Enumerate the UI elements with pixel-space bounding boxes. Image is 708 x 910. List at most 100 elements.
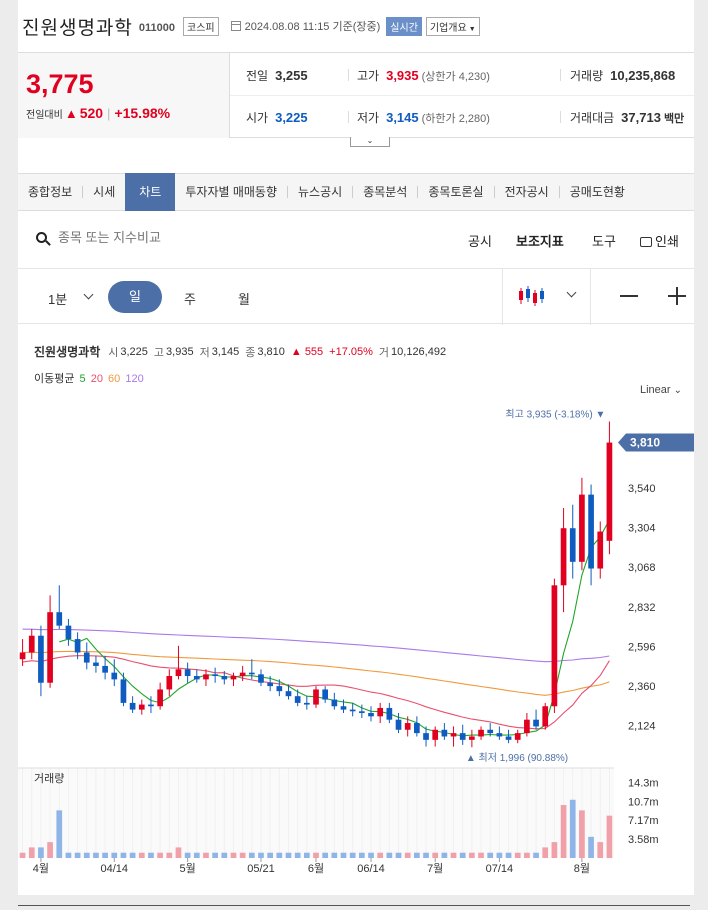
- expand-button[interactable]: ⌄: [350, 137, 390, 147]
- volume-bar: [276, 852, 283, 858]
- chevron-down-icon[interactable]: [83, 289, 94, 300]
- divider: [590, 269, 591, 325]
- minute-dropdown[interactable]: 1분: [48, 289, 67, 308]
- candle-body: [423, 733, 429, 740]
- candle-body: [414, 723, 420, 734]
- candle-body: [542, 706, 549, 727]
- volume-bar: [551, 842, 558, 858]
- tab-analysis[interactable]: 종목분석: [363, 185, 408, 199]
- prev-close: 전일 3,255: [246, 67, 308, 84]
- divider: [82, 186, 84, 198]
- volume-title: 거래량: [34, 772, 64, 785]
- candle-body: [505, 736, 512, 740]
- stock-code: 011000: [138, 22, 175, 34]
- volume-bar: [569, 799, 576, 858]
- divider: [352, 186, 354, 198]
- realtime-button[interactable]: 실시간: [386, 16, 422, 36]
- amount-label: 거래대금: [570, 111, 615, 125]
- candle-body: [83, 652, 90, 663]
- low-value: 3,145: [211, 345, 240, 358]
- price-chart[interactable]: 3,540 3,304 3,068 2,832 2,596 2,360 2,124 14.3m…: [18, 400, 694, 880]
- low-price: 저가 3,145 (하한가 2,280): [357, 109, 490, 126]
- volume-bar: [129, 852, 136, 858]
- volume: 거래량 10,235,868: [570, 67, 675, 84]
- period-week-button[interactable]: 주: [184, 292, 196, 307]
- candle-body: [432, 729, 439, 740]
- low-label: 저가: [357, 111, 380, 125]
- volume-tick-label: 7.17m: [628, 815, 659, 827]
- volume-bar: [340, 852, 347, 858]
- y-tick-label: 2,124: [628, 721, 656, 733]
- x-tick-label: 04/14: [101, 863, 129, 875]
- volume-bar: [414, 852, 420, 858]
- tab-chart[interactable]: 차트: [125, 173, 176, 211]
- candle-body: [74, 639, 81, 653]
- disclosure-button[interactable]: 공시: [468, 234, 492, 249]
- open-value: 3,225: [275, 110, 308, 125]
- candle-body: [239, 672, 246, 677]
- tab-investor-trends[interactable]: 투자자별 매매동향: [185, 185, 278, 199]
- indicators-button[interactable]: 보조지표: [516, 234, 564, 249]
- price-panel: 3,775 전일대비 ▲ 520 | +15.98% 전일 3,255 고가 3…: [18, 52, 694, 138]
- divider: [560, 111, 561, 123]
- x-tick-label: 07/14: [486, 863, 514, 875]
- tab-quotes[interactable]: 시세: [93, 185, 116, 199]
- y-tick-label: 2,360: [628, 681, 656, 693]
- high-value: 3,935: [386, 68, 419, 83]
- up-triangle-icon: ▲: [64, 105, 78, 121]
- candle-body: [303, 702, 310, 705]
- candle-body: [579, 494, 585, 562]
- period-day-button[interactable]: 일: [108, 281, 162, 313]
- candle-body: [340, 706, 347, 710]
- change-amount: 520: [79, 105, 104, 121]
- candle-body: [450, 733, 457, 737]
- candle-body: [533, 719, 539, 727]
- change-label: 전일대비: [26, 109, 63, 121]
- volume-tick-label: 14.3m: [628, 777, 659, 789]
- volume-bar: [102, 852, 108, 858]
- period-month-button[interactable]: 월: [238, 292, 250, 307]
- tab-disclosure[interactable]: 전자공시: [504, 185, 549, 199]
- close-label: 종: [245, 346, 256, 359]
- print-label: 인쇄: [655, 234, 679, 249]
- candle-body: [597, 531, 604, 569]
- tools-button[interactable]: 도구: [592, 234, 616, 249]
- volume-bar: [533, 852, 539, 858]
- volume-bar: [377, 852, 384, 858]
- candle-body: [368, 712, 374, 717]
- scale-dropdown[interactable]: Linear ⌄: [640, 384, 682, 396]
- low-value: 3,145: [386, 110, 419, 125]
- candle-body: [65, 625, 72, 640]
- compare-search-input[interactable]: [58, 230, 278, 245]
- candle-body: [93, 662, 99, 666]
- moving-average-legend: 이동평균 5 20 60 120: [34, 370, 146, 386]
- candlestick-type-icon[interactable]: [518, 285, 548, 307]
- candle-body: [184, 669, 191, 677]
- x-tick-label: 7월: [427, 862, 443, 875]
- tab-overview[interactable]: 종합정보: [28, 185, 73, 199]
- tab-discussion[interactable]: 종목토론실: [428, 185, 484, 199]
- candle-body: [441, 729, 448, 737]
- amount-unit: 백만: [663, 112, 685, 125]
- candle-body: [221, 676, 228, 680]
- candle-body: [276, 686, 283, 692]
- volume-bar: [56, 810, 63, 858]
- datetime: 2024.08.08 11:15 기준(장중): [230, 18, 380, 34]
- company-info-button[interactable]: 기업개요 ▼: [425, 16, 480, 36]
- print-button[interactable]: 인쇄: [640, 231, 679, 250]
- zoom-in-icon[interactable]: [668, 287, 686, 305]
- tab-news[interactable]: 뉴스공시: [298, 185, 343, 199]
- high-price: 고가 3,935 (상한가 4,230): [357, 67, 490, 84]
- zoom-out-icon[interactable]: [620, 295, 638, 297]
- search-icon[interactable]: [36, 232, 47, 243]
- candle-body: [459, 733, 466, 740]
- volume-bar: [441, 852, 448, 858]
- high-label: 고: [153, 346, 165, 359]
- divider: [18, 905, 690, 906]
- change-percent: +15.98%: [114, 105, 171, 121]
- volume-bar: [469, 852, 475, 858]
- candle-body: [166, 676, 173, 690]
- chevron-down-icon[interactable]: [566, 287, 577, 298]
- tab-short-selling[interactable]: 공매도현황: [569, 185, 625, 199]
- volume-bar: [404, 852, 411, 858]
